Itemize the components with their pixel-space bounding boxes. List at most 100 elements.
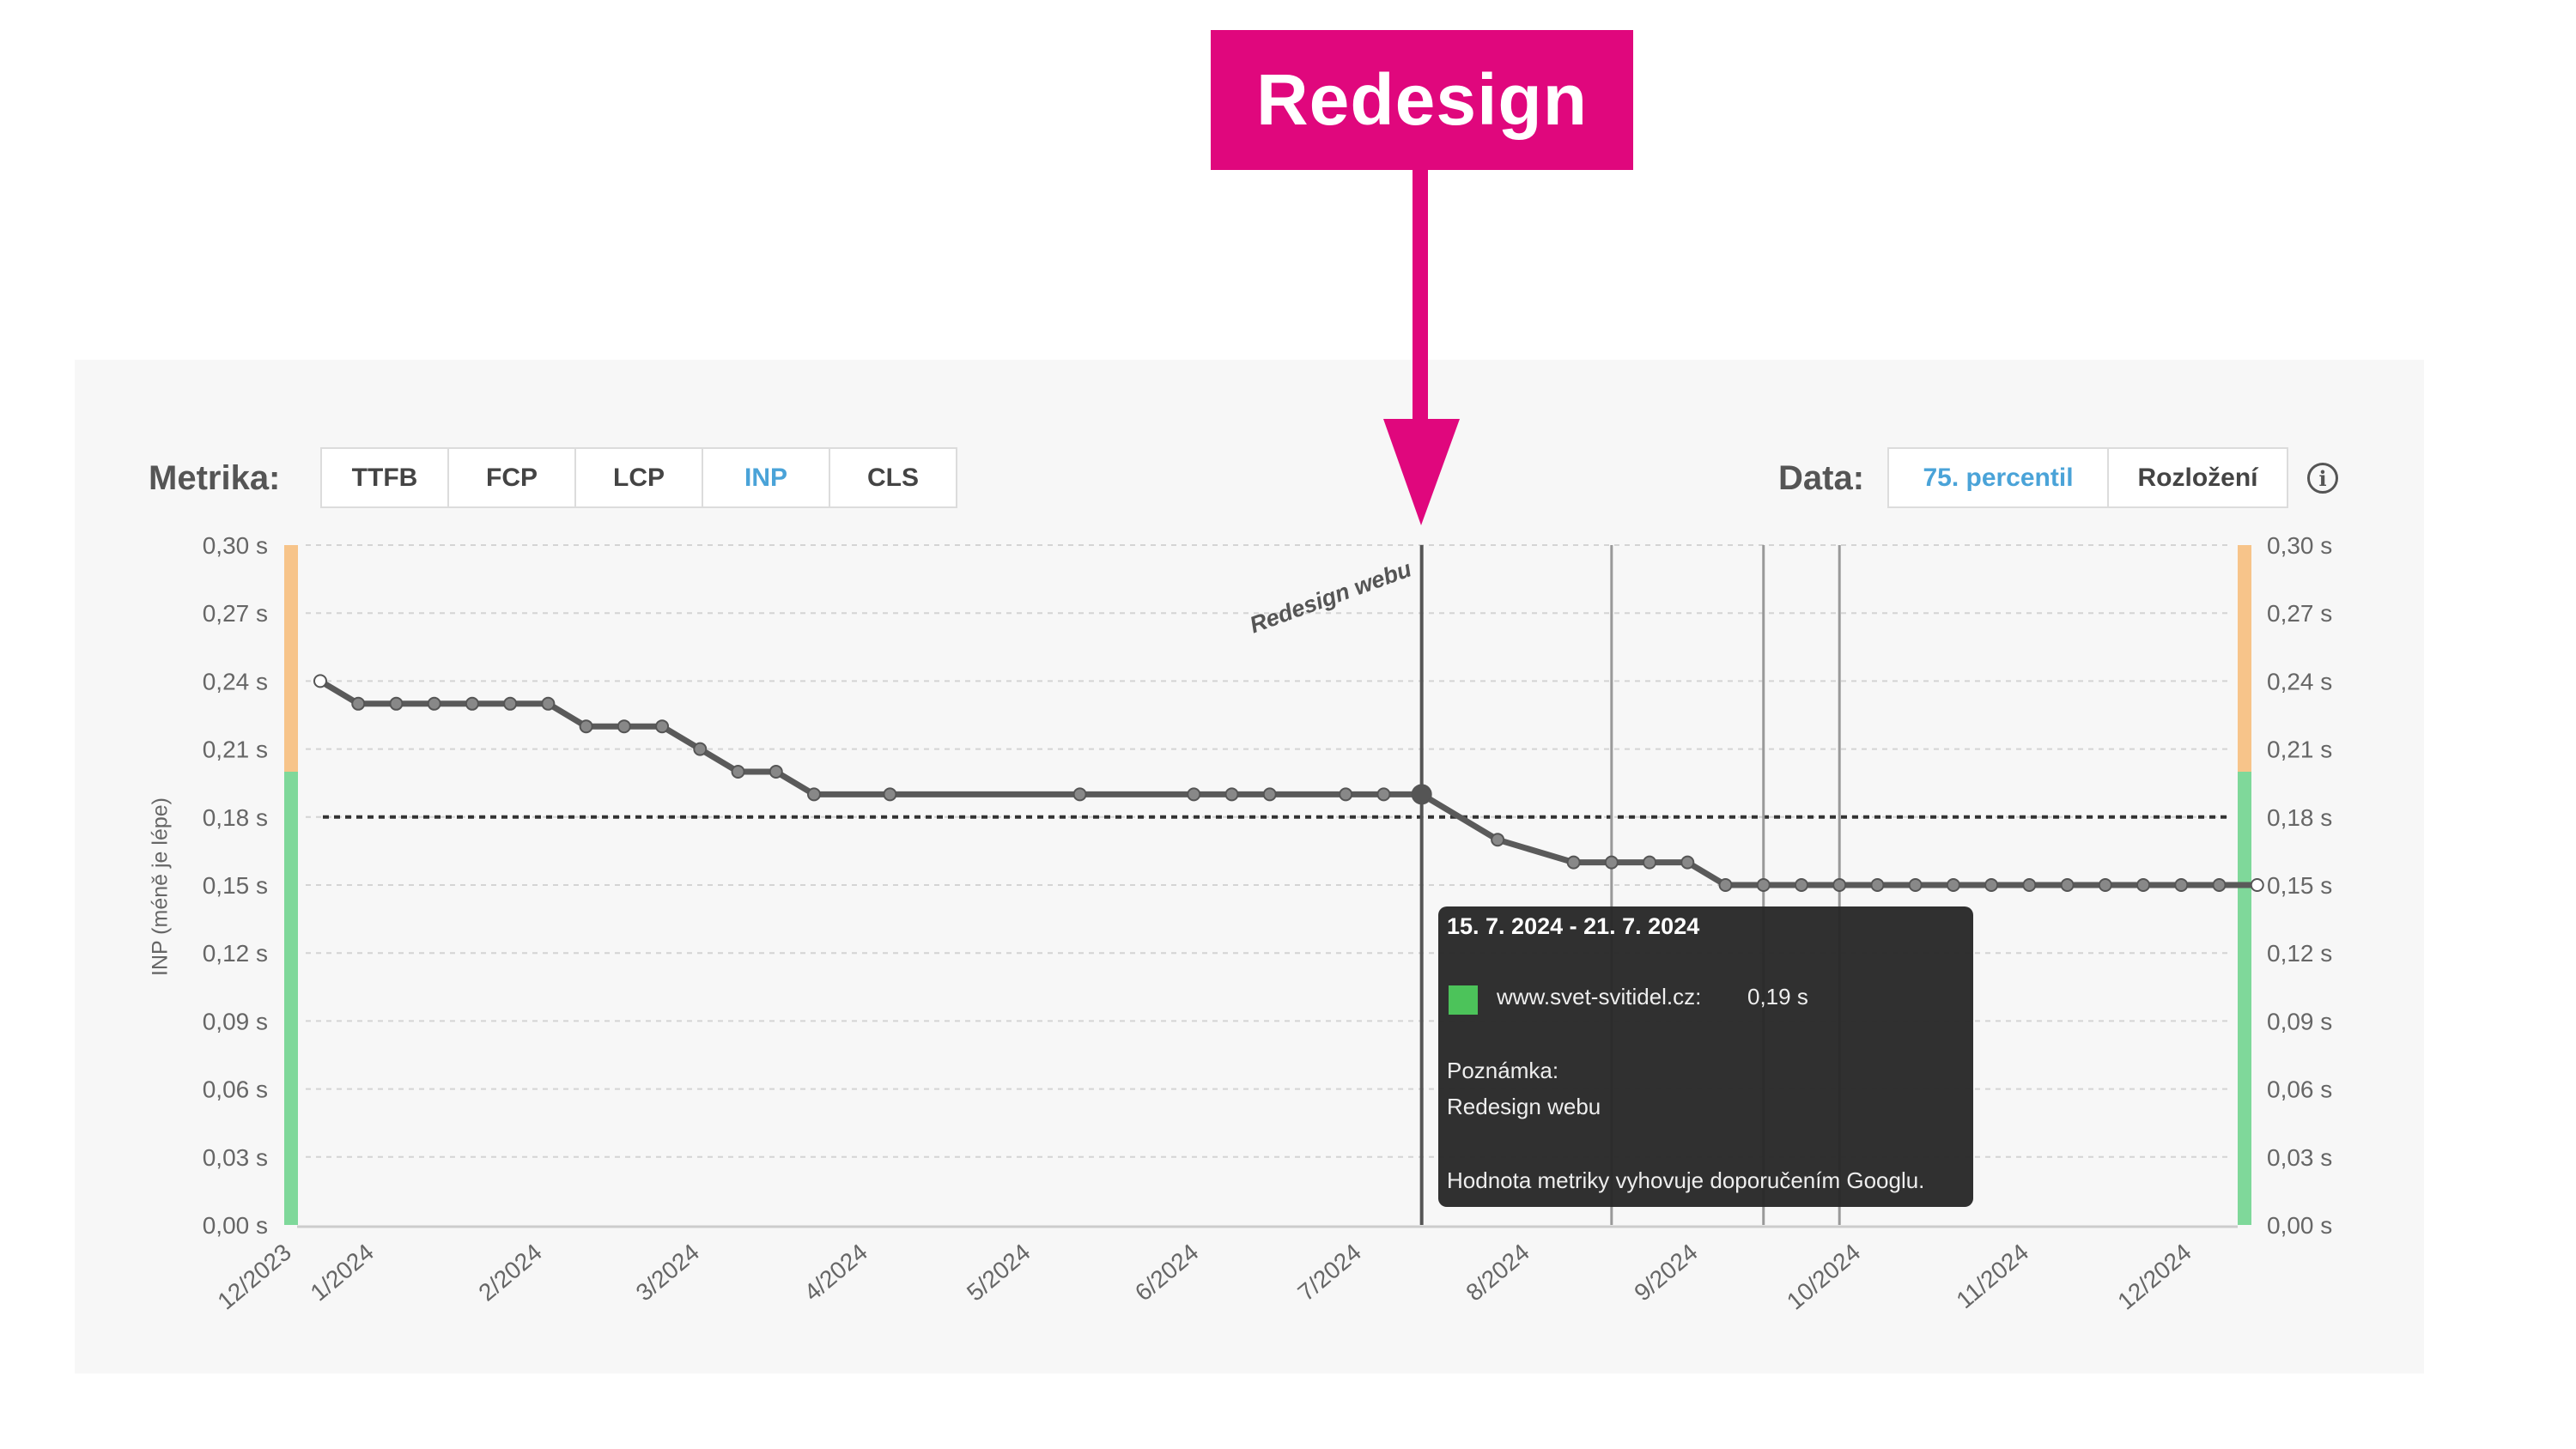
y-tick-label-right: 0,24 s: [2267, 668, 2332, 694]
y-tick-label-right: 0,06 s: [2267, 1076, 2332, 1103]
chart-tooltip: 15. 7. 2024 - 21. 7. 2024 www.svet-sviti…: [1438, 906, 1973, 1207]
redesign-banner: Redesign: [1211, 30, 1633, 170]
banner-text: Redesign: [1255, 59, 1589, 140]
tooltip-value: 0,19 s: [1747, 984, 1808, 1009]
y-tick-label-right: 0,27 s: [2267, 600, 2332, 627]
data-point: [1491, 833, 1505, 847]
data-point: [2136, 878, 2151, 892]
y-tick-label-left: 0,15 s: [203, 872, 268, 899]
tooltip-note-label: Poznámka:: [1447, 1058, 1559, 1083]
data-point: [1908, 878, 1923, 892]
x-tick-label: 3/2024: [631, 1239, 705, 1307]
x-tick-label: 10/2024: [1782, 1239, 1865, 1315]
x-tick-label: 7/2024: [1293, 1239, 1367, 1307]
y-tick-label-right: 0,00 s: [2267, 1212, 2332, 1239]
x-tick-label: 1/2024: [306, 1239, 380, 1307]
data-point: [465, 696, 479, 711]
metric-tab-fcp[interactable]: FCP: [449, 449, 576, 506]
tooltip-title: 15. 7. 2024 - 21. 7. 2024: [1447, 913, 1700, 939]
chart-panel: [75, 360, 2424, 1373]
data-point: [806, 787, 821, 802]
y-tick-label-right: 0,21 s: [2267, 737, 2332, 763]
y-tick-label-left: 0,24 s: [203, 668, 268, 694]
y-tick-label-right: 0,12 s: [2267, 940, 2332, 967]
info-circle-icon[interactable]: i: [2307, 463, 2338, 494]
tooltip-series: www.svet-svitidel.cz:: [1497, 984, 1702, 1009]
data-point: [617, 719, 631, 734]
x-tick-label: 4/2024: [799, 1239, 873, 1307]
data-point: [2098, 878, 2112, 892]
data-point: [693, 742, 708, 756]
x-tick-label: 6/2024: [1130, 1239, 1204, 1307]
data-point: [1643, 855, 1657, 870]
data-point: [313, 674, 327, 688]
x-tick-label: 12/2024: [2112, 1239, 2196, 1315]
annotation-label: Redesign webu: [1246, 555, 1415, 638]
y-tick-label-left: 0,00 s: [203, 1212, 268, 1239]
zone-bar-right: [2238, 545, 2251, 772]
x-tick-label: 2/2024: [473, 1239, 547, 1307]
metric-label: Metrika:: [149, 459, 281, 497]
data-point: [1376, 787, 1391, 802]
metric-tab-cls[interactable]: CLS: [867, 463, 919, 492]
data-point: [1946, 878, 1960, 892]
x-tick-label: 8/2024: [1461, 1239, 1534, 1307]
data-tab-distribution[interactable]: Rozložení: [2137, 463, 2258, 492]
data-point: [2022, 878, 2037, 892]
y-tick-label-left: 0,12 s: [203, 940, 268, 967]
data-point: [389, 696, 404, 711]
data-label: Data:: [1778, 459, 1865, 497]
data-point: [1718, 878, 1733, 892]
y-tick-label-right: 0,18 s: [2267, 804, 2332, 831]
data-point: [1794, 878, 1808, 892]
data-point: [351, 696, 366, 711]
data-selector: 75. percentil Rozložení: [1887, 447, 2288, 508]
data-point: [427, 696, 441, 711]
metric-selector: TTFB FCP LCP INP CLS: [320, 447, 957, 508]
data-tab-percentile[interactable]: 75. percentil: [1889, 449, 2109, 506]
y-tick-label-left: 0,21 s: [203, 737, 268, 763]
data-point: [1984, 878, 1999, 892]
data-point: [731, 765, 745, 779]
data-point: [883, 787, 897, 802]
data-point: [1756, 878, 1771, 892]
x-tick-label: 5/2024: [962, 1239, 1036, 1307]
data-point: [503, 696, 518, 711]
data-point: [2060, 878, 2075, 892]
x-tick-label: 9/2024: [1629, 1239, 1703, 1307]
data-point: [541, 696, 556, 711]
data-point: [1339, 787, 1353, 802]
x-tick-label: 11/2024: [1951, 1239, 2033, 1313]
data-point: [769, 765, 783, 779]
y-tick-label-left: 0,06 s: [203, 1076, 268, 1103]
data-point: [1680, 855, 1695, 870]
y-tick-label-left: 0,18 s: [203, 804, 268, 831]
zone-bar-left: [284, 772, 298, 1225]
x-tick-label: 12/2023: [212, 1239, 295, 1315]
data-point: [1566, 855, 1581, 870]
data-point: [1072, 787, 1087, 802]
data-point: [579, 719, 593, 734]
data-point: [1262, 787, 1277, 802]
y-tick-label-right: 0,15 s: [2267, 872, 2332, 899]
metric-tab-lcp[interactable]: LCP: [576, 449, 703, 506]
data-point: [2212, 878, 2227, 892]
metric-tab-inp[interactable]: INP: [703, 449, 830, 506]
data-point: [1870, 878, 1885, 892]
y-tick-label-right: 0,09 s: [2267, 1008, 2332, 1034]
data-point: [1224, 787, 1239, 802]
data-point: [655, 719, 670, 734]
series-swatch: [1449, 985, 1478, 1015]
y-tick-label-left: 0,09 s: [203, 1008, 268, 1034]
arrow-down-icon: [1383, 168, 1460, 525]
data-point: [1187, 787, 1201, 802]
zone-bar-right: [2238, 772, 2251, 1225]
y-tick-label-left: 0,27 s: [203, 600, 268, 627]
data-point: [2250, 878, 2264, 892]
series-line: [319, 678, 2257, 888]
highlighted-data-point: [1411, 784, 1432, 805]
data-point: [1832, 878, 1847, 892]
metric-tab-ttfb[interactable]: TTFB: [322, 449, 449, 506]
tooltip-footer: Hodnota metriky vyhovuje doporučením Goo…: [1447, 1167, 1925, 1193]
